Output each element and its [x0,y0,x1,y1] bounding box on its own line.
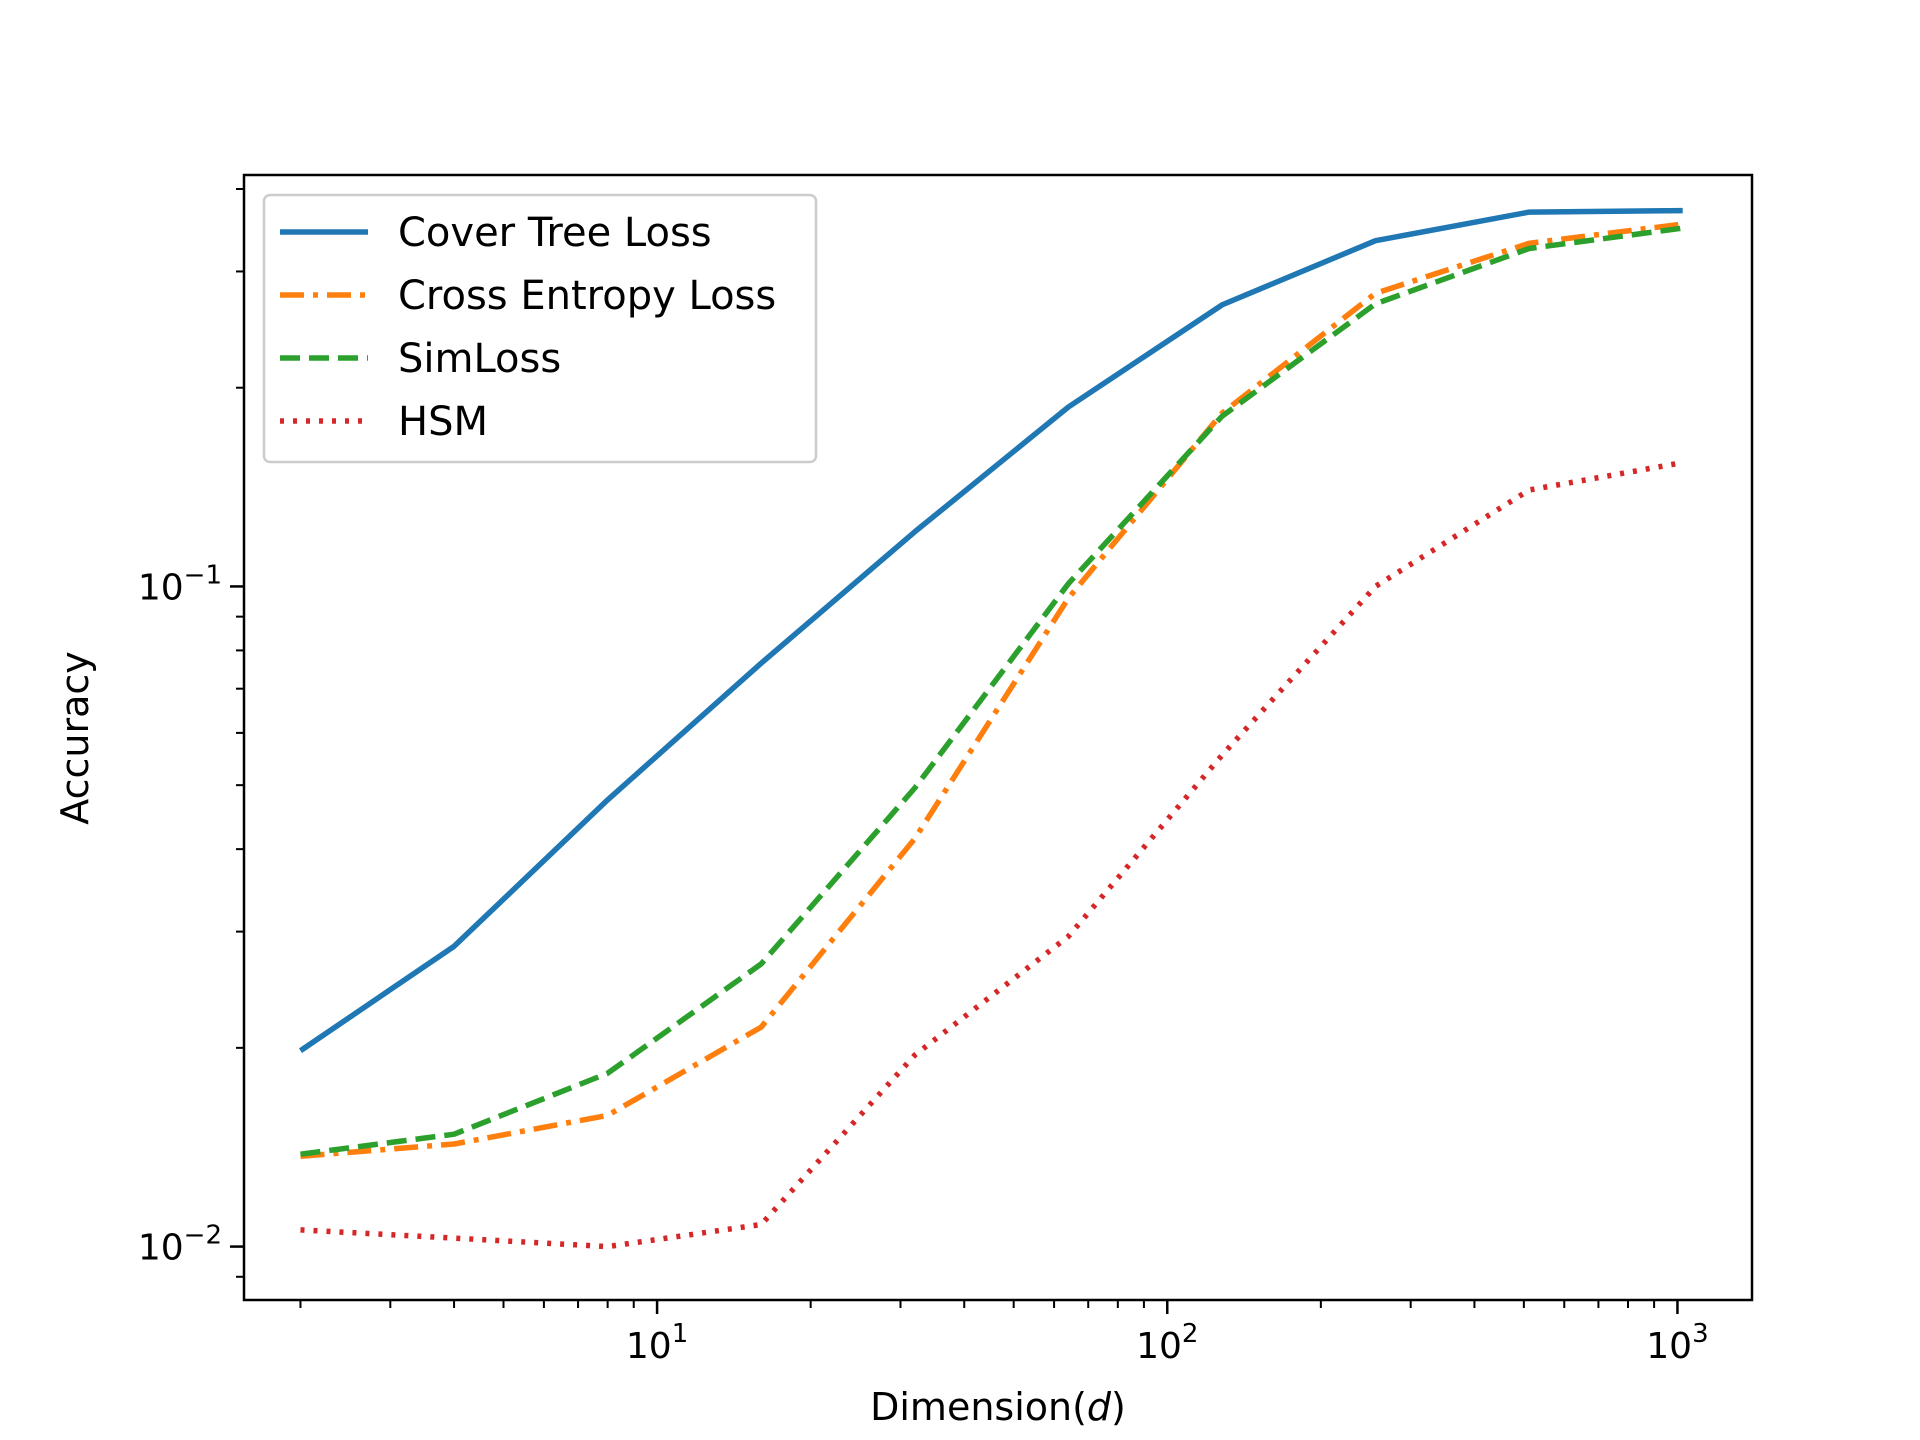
x-tick-label-1: 102 [1136,1319,1198,1367]
axes-frame [242,173,1754,1302]
legend-label-1: Cross Entropy Loss [398,273,776,319]
x-axis-ticks: 101 102 103 [299,1300,1709,1367]
x-axis-label: Dimension(d) [870,1385,1126,1429]
plot-area [242,173,1754,1302]
legend-label-3: HSM [398,399,488,445]
series-line-2 [300,225,1684,1157]
legend: Cover Tree Loss Cross Entropy Loss SimLoss… [262,193,818,464]
series-line-0 [298,207,1683,1053]
legend-box [262,193,818,464]
x-tick-label-0: 101 [626,1319,688,1367]
y-tick-label-1: 10−1 [138,560,222,608]
legend-items: Cover Tree Loss Cross Entropy Loss SimLoss… [280,210,776,445]
legend-label-2: SimLoss [398,336,561,382]
x-tick-label-2: 103 [1646,1319,1708,1367]
y-tick-label-0: 10−2 [138,1221,222,1269]
y-axis-label: Accuracy [53,651,97,825]
series-layer [298,207,1684,1250]
y-axis-ticks: 10−2 10−1 [138,187,244,1278]
legend-label-0: Cover Tree Loss [398,210,712,256]
